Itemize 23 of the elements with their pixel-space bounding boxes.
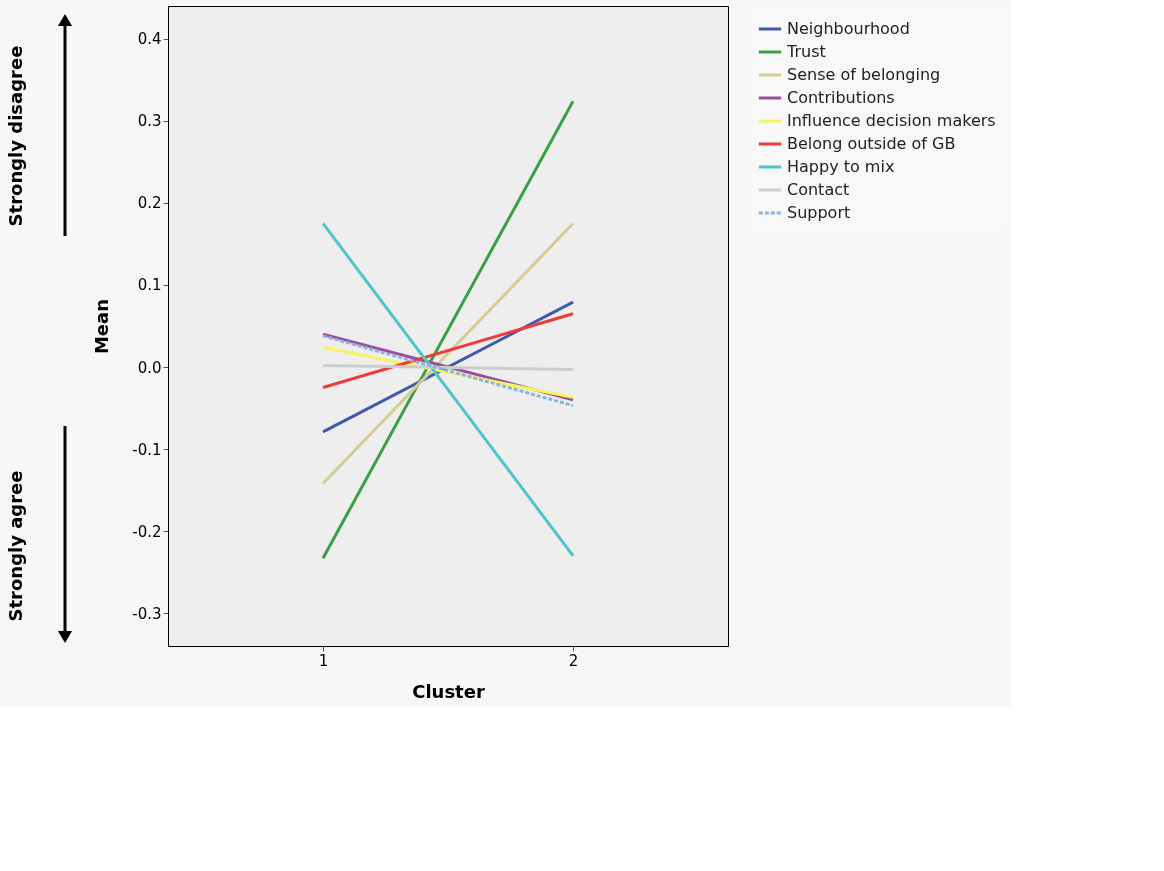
y-axis-title: Mean — [91, 298, 113, 355]
y-tick-label: -0.2 — [132, 522, 162, 541]
y-tick-label: -0.3 — [132, 604, 162, 623]
legend-label: Contributions — [787, 88, 895, 107]
text: Strongly agree — [5, 470, 26, 622]
x-tick-label: 1 — [318, 651, 329, 670]
y-tick-label: 0.0 — [137, 358, 162, 377]
legend-label: Support — [787, 203, 851, 222]
legend-label: Neighbourhood — [787, 19, 910, 38]
y-tick-label: 0.2 — [137, 194, 162, 213]
legend-label: Happy to mix — [787, 157, 895, 176]
text: Strongly disagree — [5, 45, 26, 227]
legend-label: Contact — [787, 180, 850, 199]
x-tick-label: 2 — [568, 651, 579, 670]
legend-label: Belong outside of GB — [787, 134, 956, 153]
legend-label: Trust — [786, 42, 826, 61]
legend-label: Sense of belonging — [787, 65, 941, 84]
legend-label: Influence decision makers — [787, 111, 996, 130]
y-tick-label: -0.1 — [132, 440, 162, 459]
x-axis-title: Cluster — [412, 680, 485, 702]
y-tick-label: 0.1 — [137, 276, 162, 295]
y-tick-label: 0.4 — [137, 30, 162, 49]
y-tick-label: 0.3 — [137, 112, 162, 131]
